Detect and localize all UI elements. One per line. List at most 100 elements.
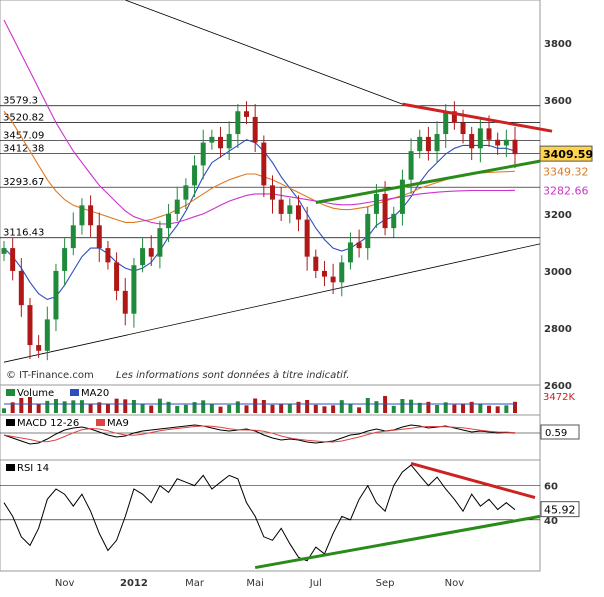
candle-body <box>252 116 258 143</box>
y-tick-label: 2800 <box>544 324 572 335</box>
volume-bar <box>53 399 58 413</box>
rsi-tick-label: 40 <box>544 516 558 527</box>
volume-bar <box>149 405 154 413</box>
disclaimer: Les informations sont données à titre in… <box>116 369 349 381</box>
y-tick-label: 3200 <box>544 210 572 221</box>
green-trendline <box>315 159 541 204</box>
rsi-green-trendline <box>254 514 541 570</box>
rsi-legend-label: RSI 14 <box>17 463 49 474</box>
candle-body <box>365 213 371 249</box>
level-label: 3412.38 <box>3 143 44 154</box>
rsi-red-trendline <box>410 461 536 500</box>
candle-body <box>469 134 475 149</box>
y-tick-label: 3600 <box>544 96 572 107</box>
rsi-legend-swatch <box>6 464 15 471</box>
volume-bar <box>443 402 448 413</box>
volume-bar <box>365 398 370 413</box>
volume-bar <box>287 404 292 413</box>
macd-last-value: 0.59 <box>545 428 567 439</box>
volume-layer <box>2 396 517 413</box>
candle-body <box>477 128 483 149</box>
candle-body <box>148 248 154 257</box>
volume-bar <box>10 402 15 413</box>
macd-last-value-box <box>540 424 580 440</box>
ma-line <box>3 19 516 225</box>
volume-bar <box>400 399 405 413</box>
candle-body <box>347 242 353 263</box>
candle-body <box>218 136 224 149</box>
candle-body <box>434 134 440 152</box>
volume-bar <box>166 401 171 413</box>
trendline-support <box>3 243 541 363</box>
candle-body <box>495 139 501 146</box>
ma20-legend-label: MA20 <box>81 388 109 399</box>
axis-layer: 26002800300032003400360038003409.593349.… <box>55 39 593 589</box>
last-value-label: 3282.66 <box>543 184 589 197</box>
candle-body <box>512 139 518 155</box>
volume-bar <box>253 398 258 413</box>
watermark: © IT-Finance.com <box>6 370 94 381</box>
candle-body <box>70 225 76 249</box>
volume-bar <box>348 404 353 413</box>
candle-body <box>166 213 172 229</box>
volume-bar <box>27 397 32 413</box>
x-tick-label: Nov <box>55 578 75 589</box>
volume-bar <box>495 406 500 413</box>
volume-bar <box>374 401 379 413</box>
macd-line <box>3 424 516 445</box>
y-tick-label: 2600 <box>544 381 572 392</box>
macd-signal-line <box>3 425 516 443</box>
volume-bar <box>391 405 396 413</box>
candle-body <box>373 193 379 214</box>
y-tick-label: 3800 <box>544 39 572 50</box>
candle-body <box>88 205 94 226</box>
candle-body <box>443 111 449 135</box>
candle-body <box>96 225 102 249</box>
rsi-tick-label: 60 <box>544 482 558 493</box>
level-label: 3579.3 <box>3 96 38 107</box>
candle-body <box>269 185 275 200</box>
volume-bar <box>71 400 76 413</box>
level-label: 3293.67 <box>3 177 44 188</box>
x-tick-label: Sep <box>376 578 395 589</box>
candle-body <box>226 134 232 149</box>
volume-bar <box>435 405 440 413</box>
volume-bar <box>270 404 275 413</box>
volume-bar <box>426 401 431 413</box>
volume-bar <box>313 404 318 413</box>
candle-body <box>174 199 180 214</box>
candle-body <box>244 111 250 117</box>
candle-body <box>131 265 137 314</box>
level-label: 3520.82 <box>3 112 44 123</box>
candle-body <box>304 219 310 257</box>
rsi-last-value: 45.92 <box>544 504 576 517</box>
candle-body <box>451 111 457 123</box>
volume-bar <box>175 405 180 413</box>
last-value-tag: 3349.32 <box>543 165 589 178</box>
volume-bar <box>62 401 67 413</box>
candle-body <box>10 248 16 271</box>
volume-bar <box>123 399 128 413</box>
candle-body <box>408 151 414 180</box>
volume-bar <box>2 408 6 413</box>
volume-bar <box>409 399 414 413</box>
candle-body <box>235 111 241 135</box>
x-tick-label: Mai <box>246 578 264 589</box>
volume-bar <box>305 400 310 413</box>
volume-legend-label: Volume <box>17 388 54 399</box>
candle-body <box>287 205 293 214</box>
candle-body <box>192 165 198 186</box>
candle-body <box>295 205 301 220</box>
volume-bar <box>209 404 214 413</box>
x-tick-label: Jul <box>309 578 322 589</box>
x-tick-label: 2012 <box>120 578 148 589</box>
volume-last-value: 3472K <box>543 392 575 403</box>
macd-legend-label: MACD 12-26 <box>17 418 79 429</box>
candle-body <box>36 345 42 351</box>
volume-bar <box>339 400 344 413</box>
volume-bar <box>79 400 84 413</box>
volume-bar <box>487 405 492 413</box>
red-trendline <box>402 102 553 133</box>
